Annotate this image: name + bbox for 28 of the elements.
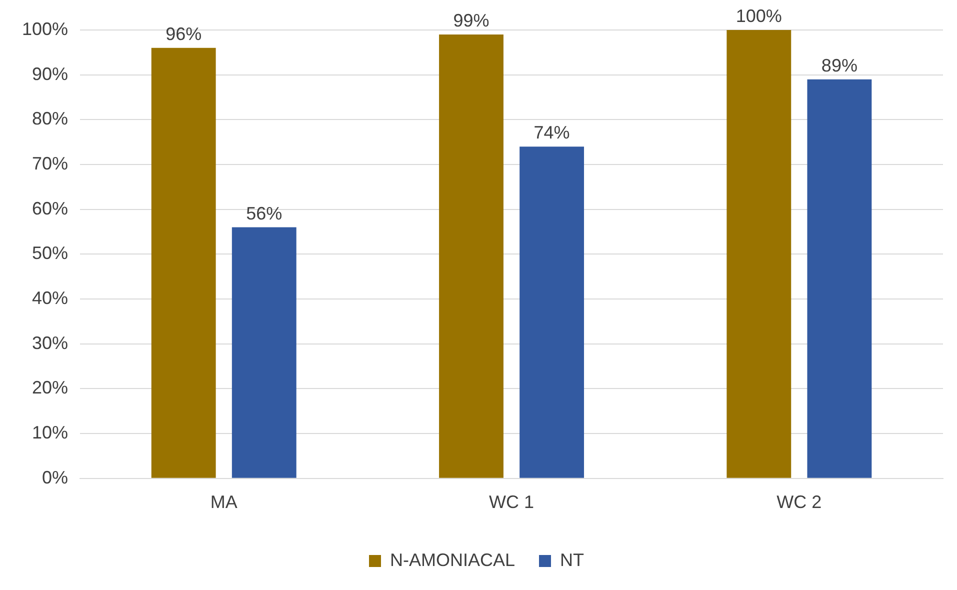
y-tick-label: 40% [32, 288, 68, 308]
legend-label: N-AMONIACAL [390, 550, 516, 570]
legend-label: NT [560, 550, 584, 570]
data-label: 96% [166, 24, 202, 44]
y-tick-label: 100% [22, 18, 68, 39]
bar [232, 227, 296, 478]
x-tick-label: WC 1 [489, 492, 534, 512]
y-tick-label: 70% [32, 153, 68, 174]
data-label: 74% [534, 122, 570, 143]
y-tick-label: 60% [32, 198, 68, 218]
bar [807, 79, 872, 478]
y-tick-label: 30% [32, 332, 68, 353]
y-tick-label: 0% [42, 467, 68, 488]
bar [439, 34, 504, 478]
y-tick-label: 20% [32, 378, 68, 398]
y-tick-label: 90% [32, 64, 68, 84]
y-tick-label: 80% [32, 108, 68, 129]
data-label: 100% [736, 6, 782, 26]
bar [726, 30, 792, 478]
x-tick-label: MA [210, 492, 238, 512]
y-tick-label: 50% [32, 243, 68, 264]
x-tick-label: WC 2 [776, 492, 822, 512]
data-label: 99% [453, 10, 490, 30]
y-tick-label: 10% [32, 422, 68, 443]
bar [151, 48, 216, 478]
bar [520, 146, 584, 478]
data-label: 89% [821, 55, 858, 76]
data-label: 56% [246, 203, 282, 224]
